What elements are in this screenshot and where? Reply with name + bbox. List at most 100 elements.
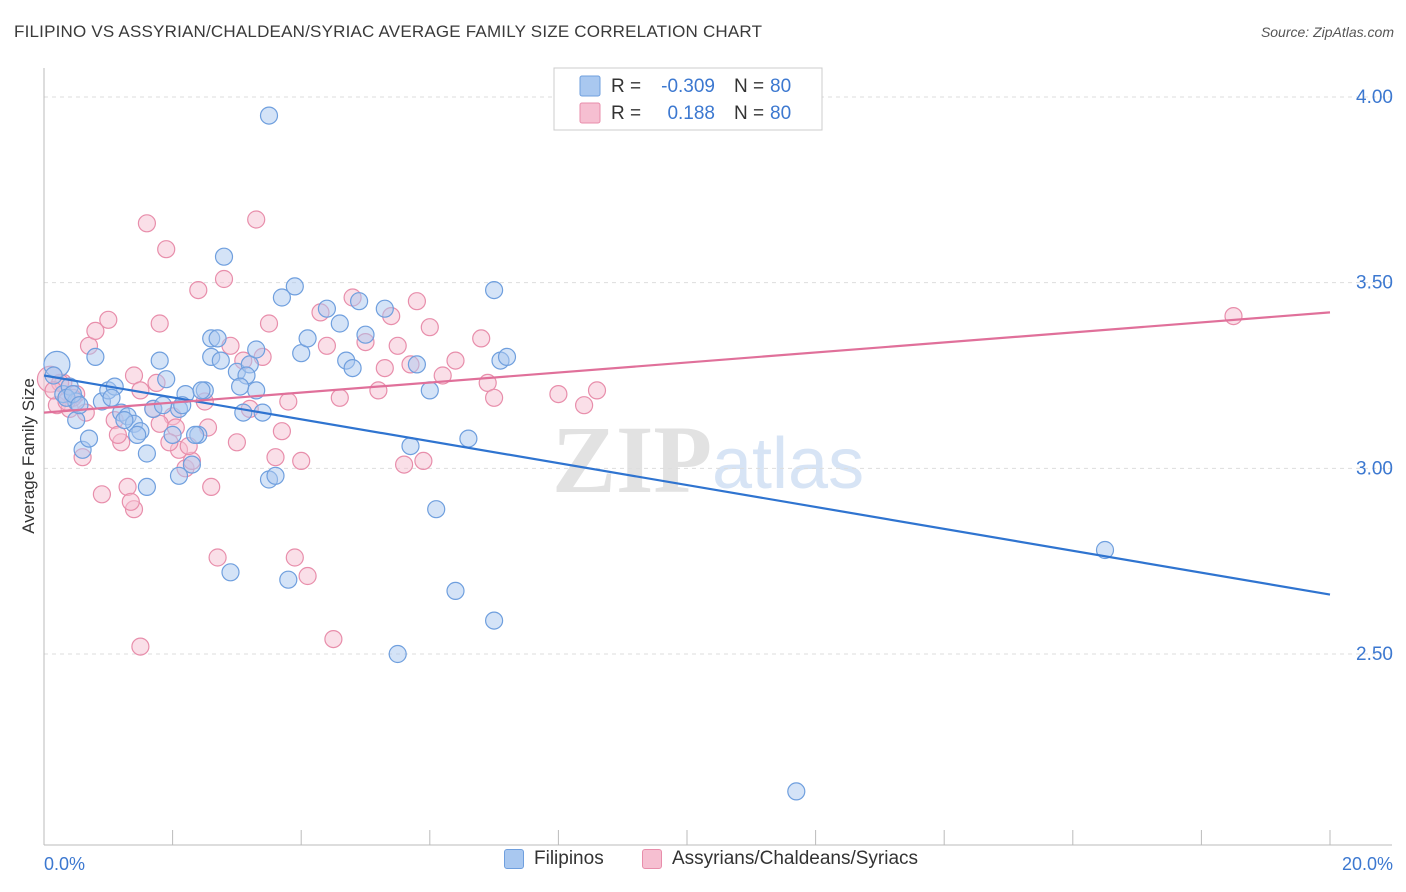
filipinos-point bbox=[214, 247, 234, 266]
assyrians-point bbox=[549, 385, 568, 404]
filipinos-point bbox=[330, 314, 349, 333]
assyrians-point bbox=[272, 422, 291, 441]
filipinos-point bbox=[137, 477, 156, 496]
assyrians-point bbox=[420, 318, 439, 337]
legend-r-label-1: R = bbox=[611, 76, 641, 97]
filipinos-point bbox=[231, 377, 250, 396]
assyrians-point bbox=[92, 485, 112, 504]
filipinos-point bbox=[350, 292, 369, 311]
y-tick-label: 3.00 bbox=[1356, 458, 1393, 479]
assyrians-point bbox=[433, 366, 452, 385]
assyrians-point bbox=[202, 477, 221, 496]
filipinos-point bbox=[388, 644, 407, 664]
y-tick-label: 3.50 bbox=[1356, 273, 1393, 294]
filipinos-trend-line bbox=[43, 374, 1331, 596]
assyrians-trend-line bbox=[43, 311, 1331, 414]
y-tick-label: 4.00 bbox=[1356, 87, 1393, 108]
filipinos-point bbox=[1095, 540, 1115, 560]
x-tick-label-min: 0.0% bbox=[44, 854, 85, 874]
filipinos-point bbox=[427, 500, 446, 519]
assyrians-point bbox=[292, 451, 311, 470]
filipinos-point bbox=[208, 329, 227, 348]
watermark-atlas: atlas bbox=[712, 424, 864, 504]
filipinos-point bbox=[407, 355, 426, 374]
assyrians-point bbox=[137, 214, 156, 233]
filipinos-point bbox=[192, 381, 211, 400]
filipinos-point bbox=[459, 429, 478, 448]
assyrians-point bbox=[369, 381, 388, 400]
stats-legend: R = -0.309 N = 80 R = 0.188 N = 80 bbox=[553, 67, 823, 131]
assyrians-point bbox=[247, 210, 266, 229]
filipinos-point bbox=[150, 351, 169, 370]
assyrians-point bbox=[407, 292, 426, 311]
legend-n-value-1: 80 bbox=[770, 76, 791, 97]
filipinos-point bbox=[157, 370, 176, 389]
y-axis-label: Average Family Size bbox=[19, 378, 38, 534]
legend-r-value-1: -0.309 bbox=[661, 76, 715, 97]
bottom-legend-swatch-filipinos bbox=[504, 849, 524, 869]
filipinos-point bbox=[67, 411, 86, 430]
assyrians-point bbox=[131, 637, 150, 656]
legend-n-label-2: N = bbox=[734, 103, 764, 124]
filipinos-point bbox=[247, 340, 266, 359]
assyrians-point bbox=[317, 336, 336, 355]
assyrians-point bbox=[285, 548, 304, 567]
filipinos-point bbox=[259, 106, 279, 125]
assyrians-point bbox=[395, 455, 414, 474]
bottom-legend: Filipinos Assyrians/Chaldeans/Syriacs bbox=[0, 848, 1406, 880]
filipinos-point bbox=[128, 425, 147, 444]
filipinos-point bbox=[420, 381, 439, 400]
trend-lines bbox=[43, 311, 1331, 596]
assyrians-point bbox=[375, 359, 394, 378]
assyrians-point bbox=[121, 492, 140, 511]
filipinos-point bbox=[163, 425, 182, 444]
assyrians-point bbox=[208, 548, 227, 567]
bottom-legend-assyrians: Assyrians/Chaldeans/Syriacs bbox=[642, 848, 918, 870]
filipinos-point bbox=[317, 299, 336, 318]
filipinos-point bbox=[279, 570, 298, 589]
assyrians-point bbox=[330, 388, 349, 407]
source-label: Source: ZipAtlas.com bbox=[1260, 24, 1394, 40]
series-filipinos-points bbox=[43, 106, 1115, 801]
filipinos-point bbox=[285, 277, 304, 296]
bottom-legend-label-assyrians: Assyrians/Chaldeans/Syriacs bbox=[672, 848, 919, 869]
assyrians-point bbox=[279, 392, 298, 411]
watermark-zip: ZIP bbox=[552, 406, 712, 513]
filipinos-point bbox=[234, 403, 253, 422]
y-tick-label: 2.50 bbox=[1356, 644, 1393, 665]
assyrians-point bbox=[1224, 307, 1243, 326]
filipinos-point bbox=[153, 396, 173, 415]
filipinos-point bbox=[186, 425, 205, 444]
assyrians-point bbox=[189, 281, 208, 300]
assyrians-point bbox=[227, 433, 246, 452]
axes bbox=[43, 68, 1392, 846]
bottom-legend-swatch-assyrians bbox=[642, 849, 662, 869]
legend-swatch-assyrians bbox=[579, 102, 601, 124]
filipinos-point bbox=[356, 325, 375, 344]
filipinos-point bbox=[485, 611, 504, 630]
legend-swatch-filipinos bbox=[579, 75, 601, 97]
filipinos-point bbox=[266, 466, 285, 485]
assyrians-point bbox=[587, 381, 607, 400]
filipinos-point bbox=[182, 455, 201, 474]
filipinos-point bbox=[115, 411, 134, 430]
legend-n-value-2: 80 bbox=[770, 103, 791, 124]
assyrians-point bbox=[214, 269, 234, 289]
assyrians-point bbox=[446, 351, 465, 370]
bottom-legend-filipinos: Filipinos bbox=[504, 848, 604, 870]
x-tick-label-max: 20.0% bbox=[1342, 854, 1393, 874]
filipinos-point bbox=[446, 581, 465, 601]
assyrians-point bbox=[472, 329, 491, 348]
filipinos-point bbox=[485, 281, 504, 300]
assyrians-point bbox=[324, 629, 343, 649]
legend-n-label-1: N = bbox=[734, 76, 764, 97]
assyrians-point bbox=[150, 314, 169, 333]
filipinos-point bbox=[79, 429, 99, 448]
legend-r-value-2: 0.188 bbox=[667, 103, 715, 124]
filipinos-point bbox=[401, 437, 420, 456]
filipinos-point bbox=[497, 347, 517, 366]
filipinos-point bbox=[102, 388, 121, 407]
assyrians-point bbox=[298, 566, 317, 586]
assyrians-point bbox=[574, 396, 594, 415]
filipinos-point bbox=[169, 466, 189, 485]
